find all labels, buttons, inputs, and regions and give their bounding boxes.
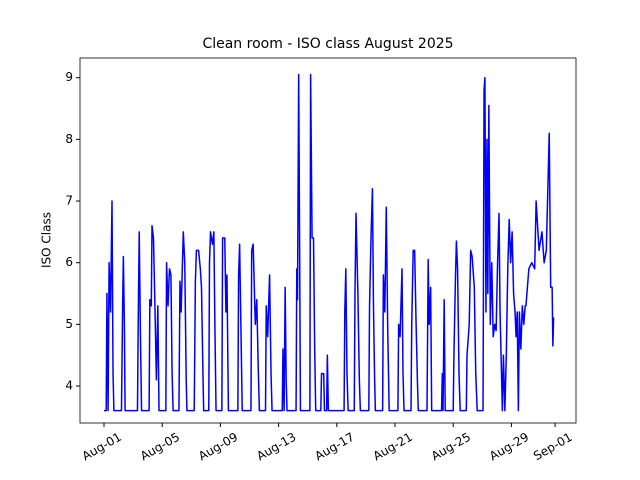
x-tick-label: Aug-09: [196, 430, 240, 464]
y-tick-label: 5: [65, 317, 73, 331]
x-tick-label: Aug-13: [254, 430, 298, 464]
x-tick-label: Aug-05: [138, 430, 182, 464]
y-tick-label: 6: [65, 255, 73, 269]
x-tick-label: Aug-17: [312, 430, 356, 464]
x-tick-label: Aug-21: [371, 430, 415, 464]
x-tick-label: Sep-01: [531, 430, 575, 463]
y-tick-label: 9: [65, 70, 73, 84]
x-tick-label: Aug-01: [80, 430, 124, 464]
y-axis-label: ISO Class: [40, 212, 54, 268]
chart-title: Clean room - ISO class August 2025: [202, 36, 453, 52]
plot-frame: [79, 57, 577, 424]
x-tick-label: Aug-25: [429, 430, 473, 464]
x-tick-label: Aug-29: [487, 430, 531, 464]
y-tick-label: 8: [65, 132, 73, 146]
y-tick-label: 7: [65, 194, 73, 208]
y-tick-label: 4: [65, 379, 73, 393]
data-line: [104, 73, 555, 412]
